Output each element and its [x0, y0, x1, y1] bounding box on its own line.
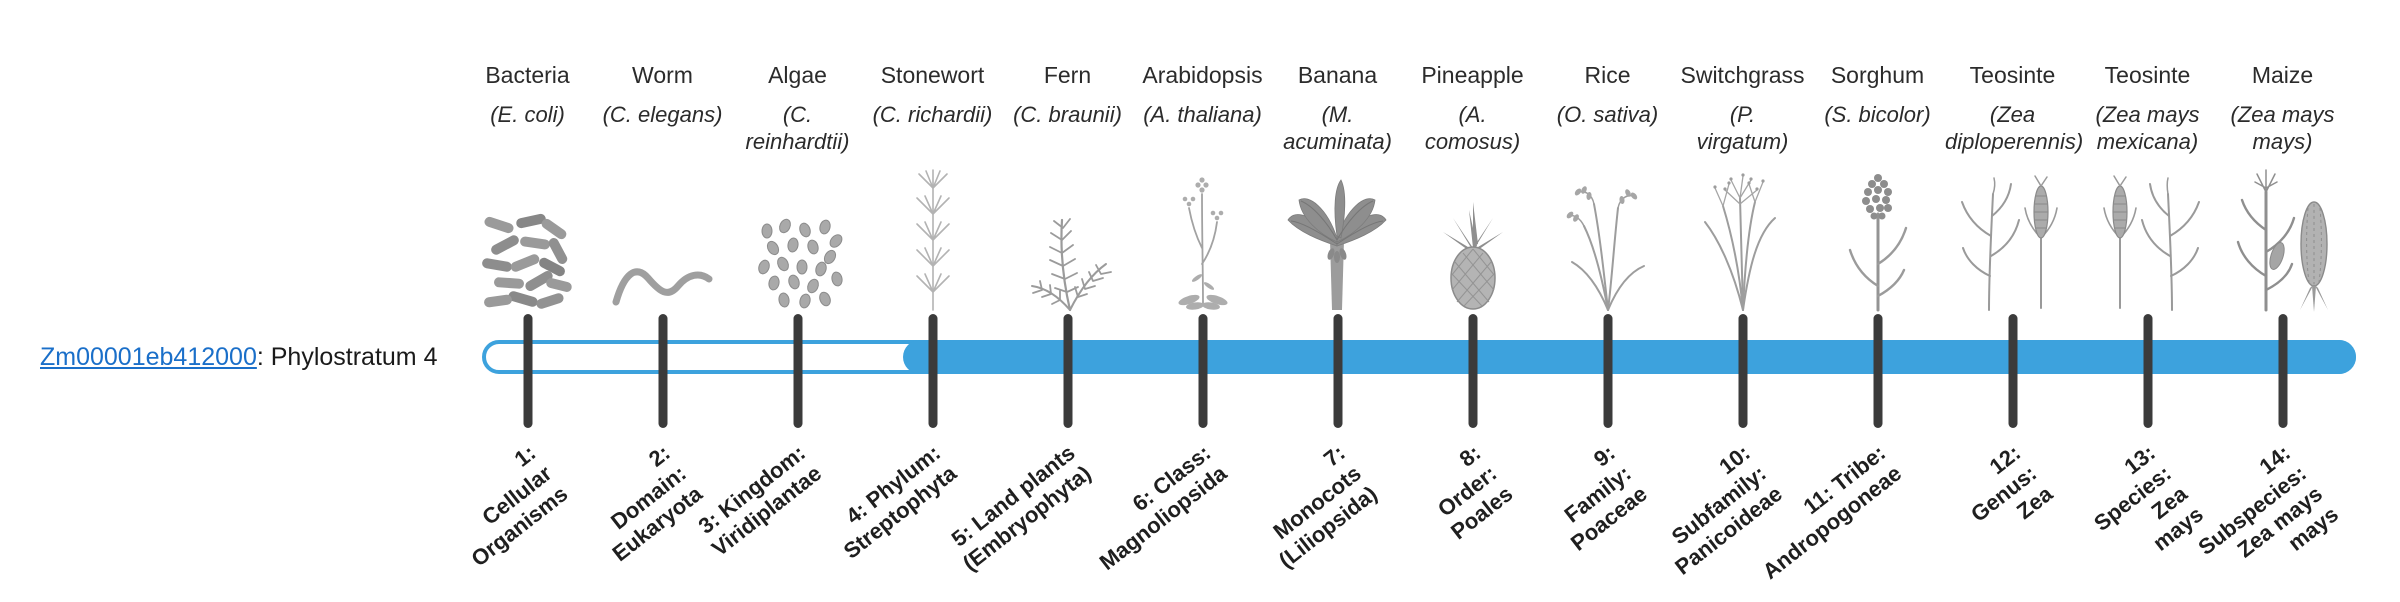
phylostratum-label: 8: Order: Poales	[1432, 440, 1517, 545]
taxon-common-name: Stonewort	[880, 62, 985, 88]
algae-icon	[757, 218, 843, 309]
phylostratum-label: 12: Genus: Zea	[1965, 440, 2057, 527]
taxon-scientific-name: (Zea mays mexicana)	[2095, 102, 2200, 154]
taxon-scientific-name: (Zea diploperennis)	[1945, 102, 2084, 154]
taxon-scientific-name: (C. richardii)	[872, 102, 993, 127]
phylostratum-tick	[1873, 314, 1882, 428]
organism-illustration	[1540, 160, 1675, 312]
taxon-common-name: Teosinte	[2104, 62, 2191, 88]
organism-illustration	[595, 160, 730, 312]
taxon-common-name: Fern	[1043, 62, 1092, 88]
phylostratum-tick	[1063, 314, 1072, 428]
phylostratum-tick	[2278, 314, 2287, 428]
switchgrass-icon	[1703, 173, 1776, 311]
organism-illustration	[2215, 160, 2350, 312]
sorghum-icon	[1848, 174, 1907, 312]
gene-stratum-text: : Phylostratum 4	[256, 343, 438, 371]
taxon-scientific-name: (A. comosus)	[1424, 102, 1521, 154]
phylostratum-tick	[1333, 314, 1342, 428]
organism-illustration	[1810, 160, 1945, 312]
organism-illustration	[1945, 160, 2080, 312]
teosinte-diploperennis-icon	[1960, 175, 2058, 311]
organism-illustration	[1135, 160, 1270, 312]
taxon-common-name: Algae	[768, 62, 827, 88]
phylostratum-tick	[2008, 314, 2017, 428]
rice-icon	[1566, 186, 1645, 311]
taxon-scientific-name: (Zea mays mays)	[2230, 102, 2335, 154]
taxon-column-fern: Fern (C. braunii) 5: Land plants (Embryo…	[947, 48, 1135, 580]
taxon-common-name: Banana	[1297, 62, 1378, 88]
organism-illustration	[460, 160, 595, 312]
taxon-column-teosinte-mexicana: Teosinte (Zea mays mexicana)	[2080, 48, 2215, 580]
banana-icon	[1287, 179, 1387, 310]
pineapple-icon	[1442, 202, 1503, 310]
taxon-column-switchgrass: Switchgrass (P. virgatum)	[1667, 48, 1810, 580]
phylostratum-tick	[1198, 314, 1207, 428]
taxon-scientific-name: (P. virgatum)	[1696, 102, 1789, 154]
phylostratum-tick	[1603, 314, 1612, 428]
phylostratum-tick	[1738, 314, 1747, 428]
taxon-column-teosinte-diploperennis: Teosinte (Zea diploperennis)	[1945, 48, 2084, 580]
taxon-column-stonewort: Stonewort (C. richardii) 4: Phylum: Stre…	[839, 48, 1000, 580]
maize-icon	[2236, 169, 2328, 312]
phylostratum-timeline: Bacteria (E. coli)	[460, 48, 2350, 584]
phylostratum-tick	[1468, 314, 1477, 428]
organism-illustration	[1270, 160, 1405, 312]
phylostratum-tick	[523, 314, 532, 428]
phylostratum-tick	[658, 314, 667, 428]
taxon-common-name: Teosinte	[1969, 62, 2056, 88]
taxon-common-name: Pineapple	[1421, 62, 1524, 88]
taxon-column-banana: Banana (M. acuminata)	[1269, 48, 1405, 580]
taxon-column-sorghum: Sorghum (S. bicolor) 11: Tribe: Andropog…	[1758, 48, 1945, 584]
phylostratum-tick	[928, 314, 937, 428]
fern-icon	[1030, 218, 1112, 312]
taxon-common-name: Maize	[2251, 62, 2314, 88]
taxon-common-name: Arabidopsis	[1142, 62, 1263, 88]
taxon-common-name: Rice	[1584, 62, 1631, 88]
worm-icon	[612, 268, 713, 306]
phylostratum-tick	[793, 314, 802, 428]
taxon-column-rice: Rice (O. sativa)	[1540, 48, 1675, 580]
gene-label: Zm00001eb412000: Phylostratum 4	[40, 343, 438, 372]
timeline-fill	[903, 340, 2356, 374]
taxon-column-arabidopsis: Arabidopsis (A. thaliana)	[1094, 48, 1270, 580]
phylostratum-label: 2: Domain: Eukaryota	[606, 440, 707, 567]
taxon-scientific-name: (C. reinhardtii)	[745, 102, 850, 154]
organism-illustration	[2080, 160, 2215, 312]
phylostratum-label: 13: Species: Zea mays	[2089, 440, 2208, 556]
teosinte-mexicana-icon	[2102, 175, 2200, 311]
taxon-common-name: Bacteria	[485, 62, 570, 88]
bacteria-icon	[482, 213, 572, 309]
phylostratum-label: 1: Cellular Organisms	[465, 440, 572, 572]
organism-illustration	[1675, 160, 1810, 312]
taxon-scientific-name: (M. acuminata)	[1283, 102, 1392, 154]
taxon-scientific-name: (A. thaliana)	[1143, 102, 1262, 127]
taxon-column-worm: Worm (C. elegans) 2: Domain: Eukaryota	[595, 48, 730, 580]
taxon-scientific-name: (S. bicolor)	[1824, 102, 1931, 127]
phylostratum-tick	[2143, 314, 2152, 428]
taxon-scientific-name: (E. coli)	[490, 102, 565, 127]
gene-id-link[interactable]: Zm00001eb412000	[40, 343, 257, 371]
organism-illustration	[1000, 160, 1135, 312]
taxon-common-name: Worm	[632, 62, 693, 88]
taxon-scientific-name: (C. braunii)	[1013, 102, 1122, 127]
taxon-common-name: Switchgrass	[1680, 62, 1805, 88]
organism-illustration	[1405, 160, 1540, 312]
taxon-column-maize: Maize (Zea mays mays)	[2193, 48, 2350, 580]
taxon-scientific-name: (O. sativa)	[1556, 102, 1659, 127]
taxon-common-name: Sorghum	[1830, 62, 1925, 88]
organism-illustration	[865, 160, 1000, 312]
taxon-scientific-name: (C. elegans)	[602, 102, 723, 127]
arabidopsis-icon	[1177, 177, 1228, 310]
taxon-column-algae: Algae (C. reinhardtii) 3: Kingdom:	[693, 48, 865, 580]
taxon-column-bacteria: Bacteria (E. coli)	[460, 48, 595, 580]
stonewort-icon	[915, 169, 950, 311]
taxon-column-pineapple: Pineapple (A. comosus) 8: Orde	[1405, 48, 1540, 580]
phylostratum-label: 9: Family: Poaceae	[1559, 440, 1652, 556]
organism-illustration	[730, 160, 865, 312]
